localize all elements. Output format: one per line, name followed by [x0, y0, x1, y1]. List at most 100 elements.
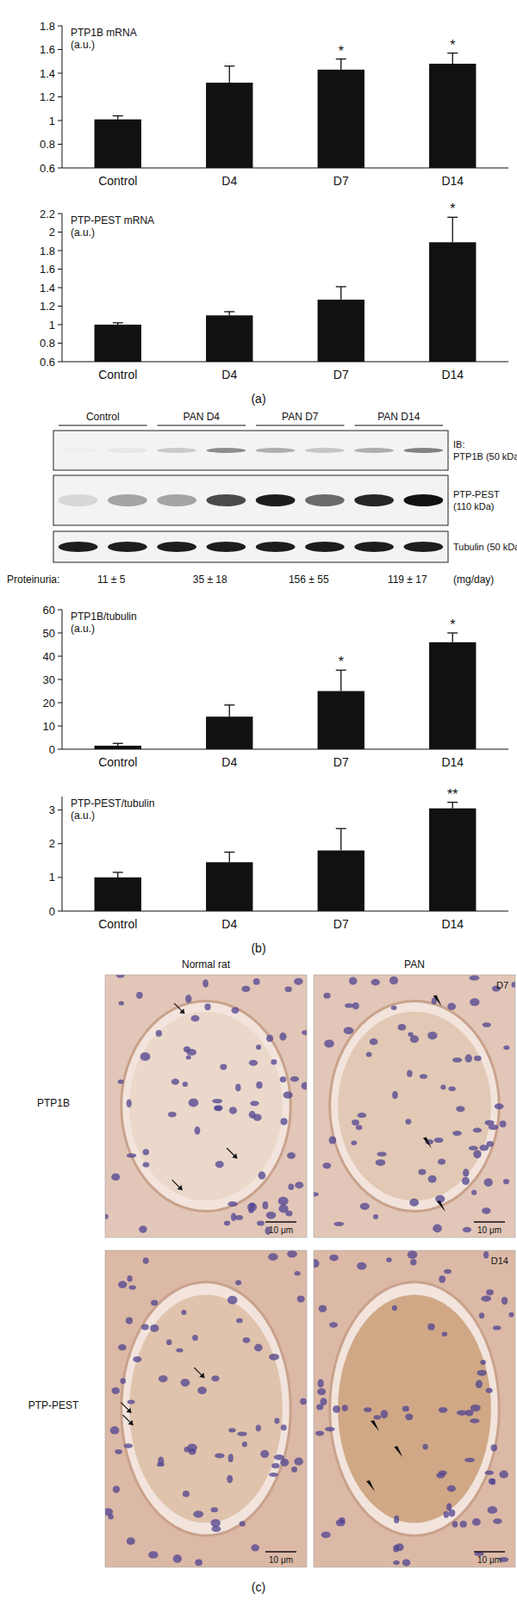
column-label: Normal rat	[181, 959, 231, 972]
y-tick	[57, 96, 63, 98]
proteinuria-value: 11 ± 5	[97, 573, 126, 586]
micrograph-content	[105, 975, 307, 1239]
nucleus	[228, 1454, 234, 1464]
nucleus	[508, 1313, 514, 1319]
error-bar	[447, 803, 458, 810]
y-tick	[57, 305, 63, 307]
nucleus	[293, 978, 304, 986]
error-cap	[224, 311, 235, 312]
nucleus	[440, 1084, 446, 1091]
nucleus	[452, 1131, 462, 1137]
nucleus	[116, 975, 125, 979]
proteinuria-label: Proteinuria:	[6, 573, 60, 586]
y-axis-label: (a.u.)	[70, 622, 95, 636]
proteinuria-value: 35 ± 18	[193, 573, 228, 586]
error-cap	[224, 65, 235, 67]
panel-label: (b)	[250, 941, 266, 956]
y-tick	[57, 73, 63, 75]
nucleus	[192, 1335, 199, 1342]
nucleus	[136, 992, 144, 1000]
lane-group-label: PAN D14	[377, 411, 420, 424]
y-axis	[62, 797, 63, 912]
western-blot: ControlPAN D4PAN D7PAN D14IB:PTP1B (50 k…	[6, 411, 517, 586]
scale-bar	[473, 1551, 505, 1554]
nucleus	[229, 1107, 237, 1115]
nucleus	[266, 1212, 276, 1220]
nucleus	[369, 1039, 379, 1047]
nucleus	[148, 1551, 159, 1560]
y-tick	[57, 911, 63, 913]
nucleus	[357, 1113, 368, 1119]
nucleus	[279, 1033, 287, 1041]
staining	[337, 1295, 492, 1525]
nucleus	[494, 1103, 505, 1110]
nucleus	[256, 1220, 265, 1227]
nucleus	[332, 1406, 341, 1414]
nucleus	[391, 1006, 398, 1011]
nucleus	[301, 1030, 307, 1036]
chart-title: PTP1B/tubulin	[70, 610, 138, 623]
x-tick-label: Control	[98, 755, 138, 770]
nucleus	[250, 1544, 259, 1552]
nucleus	[180, 1310, 187, 1316]
nucleus	[210, 1507, 219, 1514]
y-tick-label: 1	[49, 871, 56, 885]
bar	[317, 299, 365, 362]
nucleus	[260, 1451, 269, 1459]
y-tick-label: 60	[43, 604, 56, 617]
error-cap	[336, 670, 347, 672]
nucleus	[475, 1381, 483, 1390]
nucleus	[111, 1173, 120, 1182]
nucleus	[285, 986, 293, 993]
x-tick-label: D14	[441, 755, 464, 770]
y-tick-label: 1.4	[39, 67, 56, 81]
y-tick-label: 0.6	[39, 161, 56, 175]
nucleus	[318, 1305, 327, 1313]
lane-group-line	[58, 425, 148, 427]
significance: *	[449, 37, 455, 53]
error-stem	[452, 53, 454, 64]
nucleus	[462, 1169, 469, 1178]
nucleus	[183, 1046, 191, 1053]
nucleus	[128, 1285, 136, 1290]
nucleus	[317, 1380, 324, 1390]
nucleus	[197, 1387, 207, 1396]
figure: 0.60.811.21.41.61.8PTP1B mRNA(a.u.)Contr…	[0, 0, 517, 1600]
nucleus	[118, 1001, 125, 1006]
nucleus	[124, 1444, 133, 1449]
nucleus	[149, 1325, 159, 1333]
glomerulus	[121, 1002, 292, 1213]
significance: *	[338, 654, 344, 670]
blot-band	[107, 448, 148, 454]
x-tick-label: Control	[98, 917, 138, 932]
nucleus	[472, 1519, 481, 1527]
significance: **	[447, 787, 458, 803]
micrographs: Normal ratPANPTP1B10 μm10 μmD7PTP-PEST10…	[28, 959, 517, 1569]
y-axis-label: (a.u.)	[70, 226, 95, 239]
nucleus	[183, 1447, 189, 1453]
blot-row-label: PTP-PEST	[453, 489, 500, 500]
nucleus	[182, 1082, 188, 1088]
nucleus	[452, 1521, 459, 1529]
nucleus	[125, 1317, 133, 1325]
micrograph-frame	[313, 1251, 516, 1569]
nucleus	[333, 1222, 344, 1228]
error-cap	[336, 286, 347, 287]
nucleus	[462, 1227, 472, 1234]
blot-band	[403, 494, 443, 507]
y-tick-label: 1	[49, 318, 56, 332]
micrograph-content	[313, 975, 516, 1239]
nucleus	[465, 1054, 473, 1064]
nucleus	[235, 1215, 243, 1221]
nucleus	[141, 1324, 150, 1331]
nucleus	[380, 1410, 389, 1420]
column-label: PAN	[404, 959, 425, 972]
nucleus	[392, 1561, 400, 1566]
day-label: D7	[496, 980, 509, 991]
nucleus	[283, 1092, 293, 1100]
nucleus	[443, 1512, 449, 1520]
bar	[317, 691, 365, 751]
proteinuria-value: 119 ± 17	[387, 573, 428, 586]
nucleus	[213, 1105, 224, 1112]
nucleus	[422, 1445, 428, 1452]
